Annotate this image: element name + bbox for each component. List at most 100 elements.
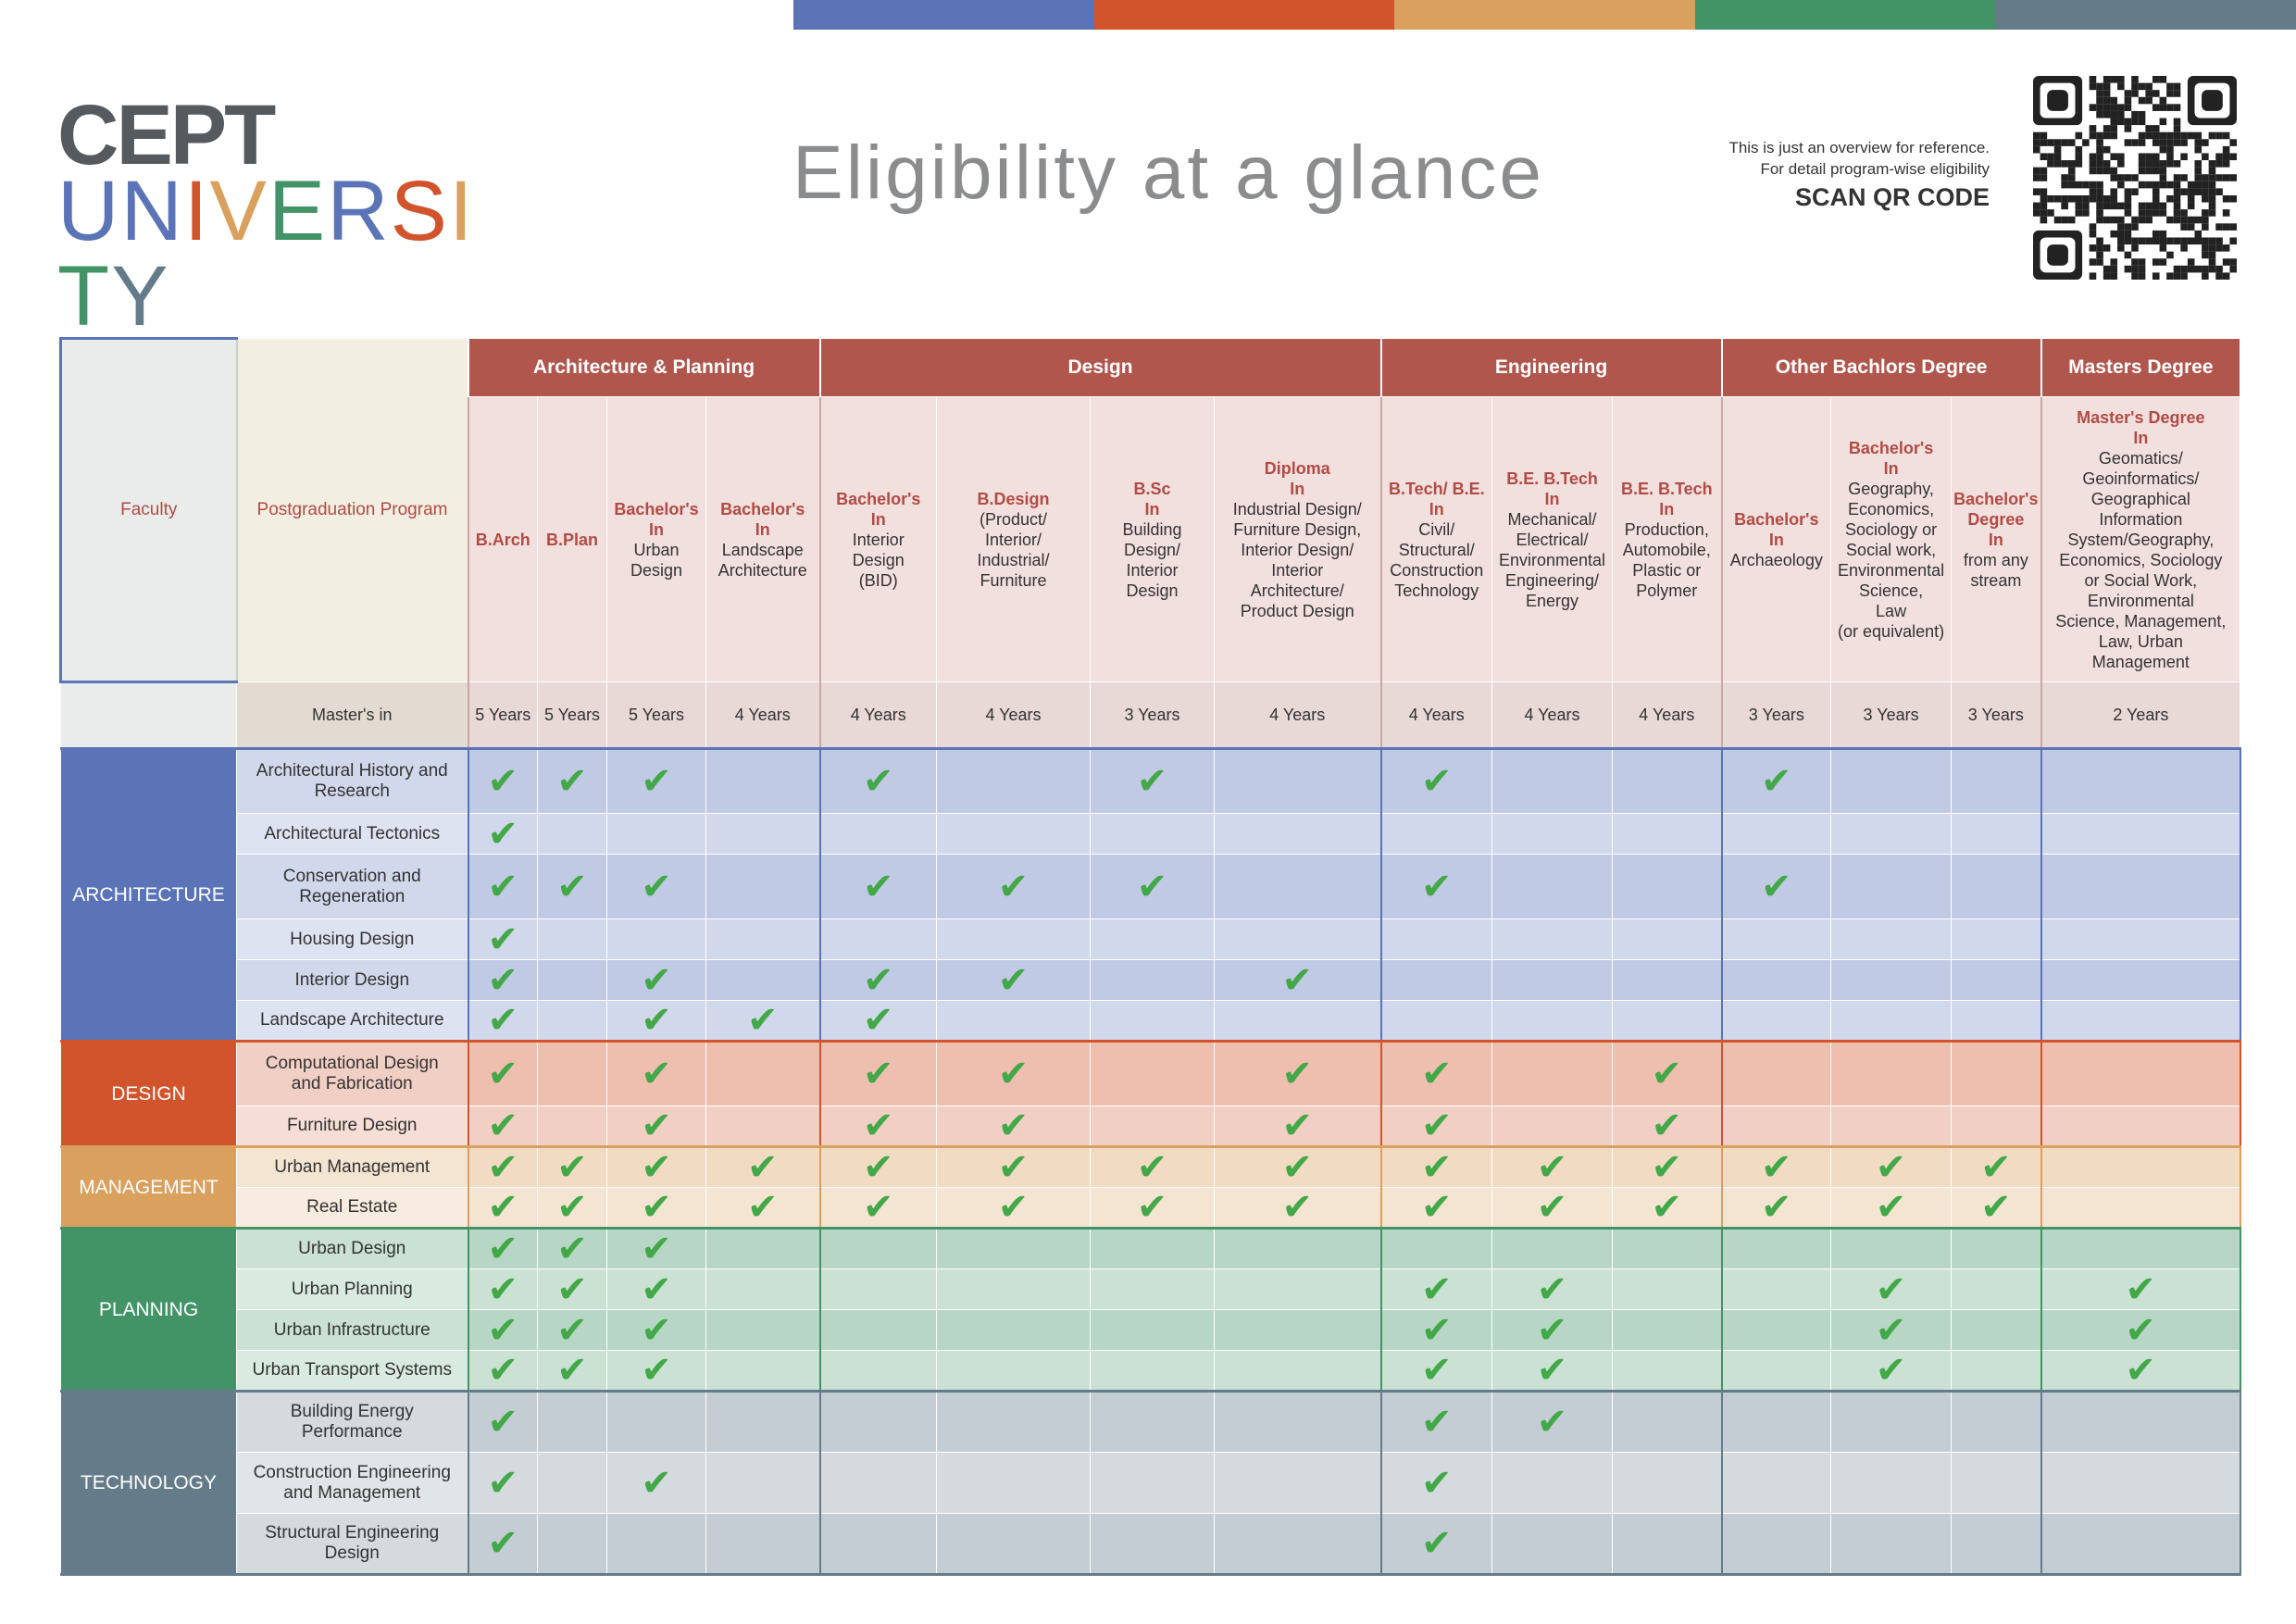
eligibility-cell xyxy=(1951,854,2042,919)
eligibility-cell: ✔ xyxy=(467,1309,538,1351)
degree-title: B.Sc In xyxy=(1133,479,1171,518)
eligibility-cell xyxy=(1214,1227,1382,1269)
check-icon: ✔ xyxy=(863,1105,894,1147)
degree-detail: Interior Design (BID) xyxy=(852,530,905,590)
check-icon: ✔ xyxy=(997,1186,1029,1229)
eligibility-cell xyxy=(1830,1040,1953,1106)
eligibility-cell xyxy=(1379,813,1493,855)
eligibility-cell: ✔ xyxy=(1090,854,1216,919)
eligibility-cell xyxy=(537,1000,607,1042)
faculty-cell-design: DESIGN xyxy=(60,1040,237,1147)
degree-title: Bachelor's In xyxy=(614,499,699,539)
degree-title: Bachelor's Degree In xyxy=(1953,489,2039,549)
eligibility-cell xyxy=(537,959,607,1001)
stripe-architecture xyxy=(793,0,1094,30)
check-icon: ✔ xyxy=(1421,1268,1453,1311)
scan-qr-label: SCAN QR CODE xyxy=(1794,183,1990,211)
eligibility-cell: ✔ xyxy=(467,1268,538,1310)
table-row: MANAGEMENT Urban Management ✔ ✔ ✔ ✔ ✔ ✔ ✔ ✔ ✔ ✔ ✔ ✔ ✔ ✔ xyxy=(60,1145,2241,1229)
eligibility-cell xyxy=(1951,1452,2042,1514)
check-icon: ✔ xyxy=(1136,1146,1168,1189)
eligibility-cell: ✔ xyxy=(467,812,538,856)
program-name: Construction Engineering and Management xyxy=(236,1452,468,1514)
check-icon: ✔ xyxy=(1421,1053,1453,1095)
eligibility-cell: ✔ xyxy=(1612,1040,1723,1106)
duration-cell: 4 Years xyxy=(1214,681,1382,749)
eligibility-cell xyxy=(936,1268,1092,1310)
program-name: Architectural Tectonics xyxy=(236,813,468,855)
degree-header: Bachelor's In Geography, Economics, Socio… xyxy=(1830,396,1953,682)
degree-detail: Landscape Architecture xyxy=(718,540,807,580)
eligibility-cell: ✔ xyxy=(1379,1268,1493,1311)
degree-header: B.Tech/ B.E. In Civil/ Structural/ Constr… xyxy=(1379,396,1493,682)
eligibility-cell: ✔ xyxy=(467,1000,538,1042)
duration-cell: 4 Years xyxy=(936,681,1092,749)
check-icon: ✔ xyxy=(641,999,672,1042)
eligibility-cell xyxy=(1214,1513,1382,1575)
eligibility-cell: ✔ xyxy=(705,1187,821,1229)
eligibility-cell xyxy=(1951,1350,2042,1392)
eligibility-cell: ✔ xyxy=(606,747,706,814)
degree-detail: Civil/ Structural/ Construction Technolo… xyxy=(1390,519,1484,600)
eligibility-cell xyxy=(1720,1000,1832,1042)
check-icon: ✔ xyxy=(487,812,518,856)
group-header: Engineering xyxy=(1379,338,1723,397)
eligibility-cell xyxy=(1379,1227,1493,1269)
eligibility-cell: ✔ xyxy=(818,1040,938,1106)
eligibility-cell xyxy=(1612,1309,1723,1351)
check-icon: ✔ xyxy=(1875,1186,1907,1229)
eligibility-cell xyxy=(936,813,1092,855)
eligibility-cell xyxy=(818,1227,938,1269)
stripe-technology xyxy=(1995,0,2296,30)
eligibility-cell: ✔ xyxy=(1491,1390,1614,1453)
check-icon: ✔ xyxy=(863,958,894,1002)
eligibility-cell: ✔ xyxy=(936,958,1092,1002)
eligibility-cell: ✔ xyxy=(537,1268,607,1310)
eligibility-cell: ✔ xyxy=(1491,1145,1614,1188)
degree-detail: Geomatics/ Geoinformatics/ Geographical … xyxy=(2055,448,2227,671)
eligibility-cell xyxy=(705,813,821,855)
eligibility-cell: ✔ xyxy=(467,1350,538,1392)
eligibility-cell: ✔ xyxy=(467,1452,538,1514)
qr-code-icon[interactable] xyxy=(2033,76,2237,280)
eligibility-cell xyxy=(2040,747,2241,814)
program-name: Building Energy Performance xyxy=(236,1390,468,1453)
eligibility-cell xyxy=(1491,1452,1614,1514)
eligibility-cell: ✔ xyxy=(2040,1309,2241,1351)
check-icon: ✔ xyxy=(487,918,518,961)
logo-letter: T xyxy=(57,249,112,344)
eligibility-cell xyxy=(2040,959,2241,1001)
check-icon: ✔ xyxy=(997,1053,1029,1095)
eligibility-cell: ✔ xyxy=(1379,854,1493,919)
check-icon: ✔ xyxy=(1421,1349,1453,1392)
eligibility-cell xyxy=(1491,1513,1614,1575)
eligibility-cell xyxy=(1720,1390,1832,1453)
faculty-cell-management: MANAGEMENT xyxy=(60,1145,237,1229)
check-icon: ✔ xyxy=(1281,1186,1314,1229)
degree-header: Bachelor's In Urban Design xyxy=(606,396,706,682)
eligibility-cell xyxy=(537,1390,607,1453)
eligibility-cell: ✔ xyxy=(1379,1349,1493,1392)
eligibility-cell: ✔ xyxy=(1612,1145,1723,1188)
eligibility-cell xyxy=(1612,1227,1723,1269)
eligibility-cell xyxy=(2040,1452,2241,1514)
duration-cell: 2 Years xyxy=(2040,681,2241,749)
check-icon: ✔ xyxy=(1536,1308,1568,1352)
duration-cell: 4 Years xyxy=(1491,681,1614,749)
check-icon: ✔ xyxy=(1875,1268,1907,1311)
eligibility-cell xyxy=(705,1309,821,1351)
program-name: Urban Management xyxy=(236,1145,468,1188)
program-name: Urban Design xyxy=(236,1227,468,1269)
check-icon: ✔ xyxy=(1421,1186,1453,1229)
logo-letter: R xyxy=(327,164,391,258)
check-icon: ✔ xyxy=(556,760,588,803)
eligibility-cell xyxy=(936,1390,1092,1453)
eligibility-cell: ✔ xyxy=(818,747,938,814)
logo-letter: Y xyxy=(111,249,170,344)
eligibility-cell: ✔ xyxy=(606,1452,706,1514)
eligibility-cell xyxy=(1214,747,1382,814)
eligibility-cell xyxy=(1951,1390,2042,1453)
eligibility-cell xyxy=(1830,918,1953,960)
table-row: PLANNING Urban Design ✔ ✔ ✔ xyxy=(60,1227,2241,1392)
check-icon: ✔ xyxy=(997,958,1029,1002)
